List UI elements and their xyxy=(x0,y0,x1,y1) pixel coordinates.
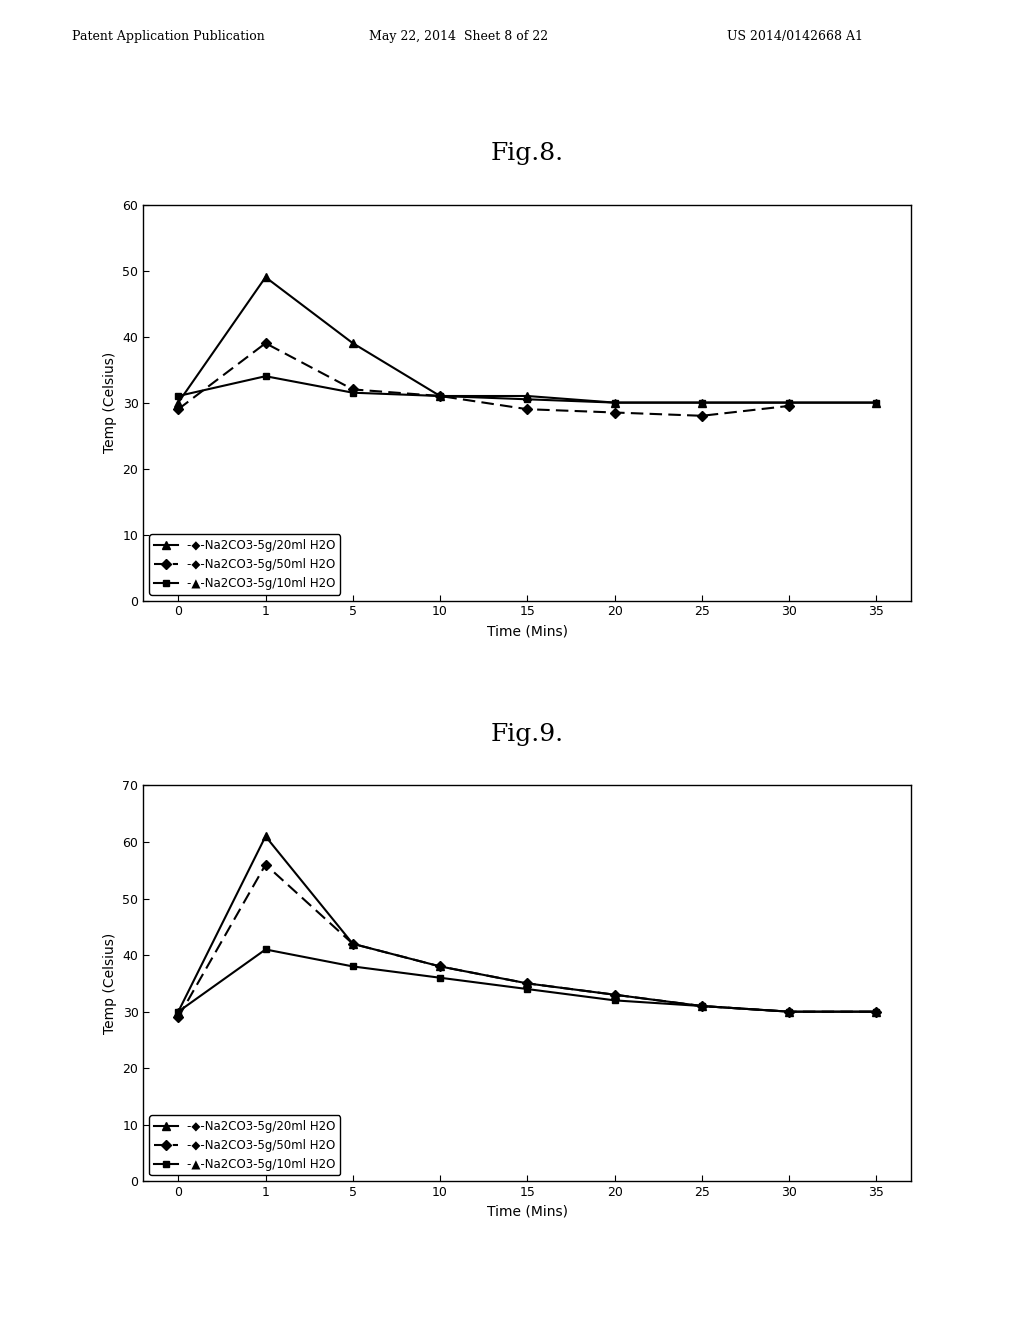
Y-axis label: Temp (Celsius): Temp (Celsius) xyxy=(103,933,117,1034)
Text: May 22, 2014  Sheet 8 of 22: May 22, 2014 Sheet 8 of 22 xyxy=(369,30,548,44)
Text: US 2014/0142668 A1: US 2014/0142668 A1 xyxy=(727,30,863,44)
Legend: -◆-Na2CO3-5g/20ml H2O, -◆-Na2CO3-5g/50ml H2O, -▲-Na2CO3-5g/10ml H2O: -◆-Na2CO3-5g/20ml H2O, -◆-Na2CO3-5g/50ml… xyxy=(150,535,340,595)
X-axis label: Time (Mins): Time (Mins) xyxy=(486,1205,568,1218)
Text: Fig.9.: Fig.9. xyxy=(490,723,564,746)
Text: Patent Application Publication: Patent Application Publication xyxy=(72,30,264,44)
X-axis label: Time (Mins): Time (Mins) xyxy=(486,624,568,638)
Text: Fig.8.: Fig.8. xyxy=(490,143,564,165)
Y-axis label: Temp (Celsius): Temp (Celsius) xyxy=(103,352,117,453)
Legend: -◆-Na2CO3-5g/20ml H2O, -◆-Na2CO3-5g/50ml H2O, -▲-Na2CO3-5g/10ml H2O: -◆-Na2CO3-5g/20ml H2O, -◆-Na2CO3-5g/50ml… xyxy=(150,1115,340,1176)
